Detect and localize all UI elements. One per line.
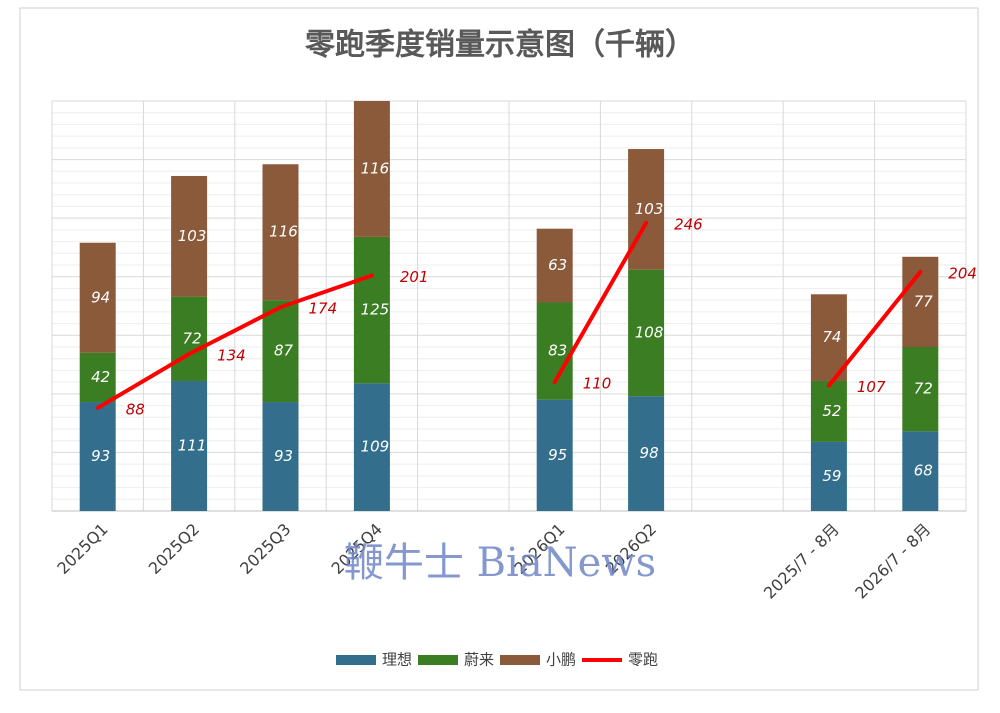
value-label: 59 — [822, 467, 841, 485]
legend-label: 小鹏 — [546, 651, 576, 669]
value-label: 109 — [361, 438, 390, 456]
value-label: 93 — [91, 447, 110, 465]
bar — [171, 380, 208, 511]
value-label: 116 — [269, 223, 298, 241]
value-label: 72 — [183, 329, 202, 347]
value-label: 87 — [274, 342, 294, 360]
bar — [902, 431, 939, 511]
bar — [79, 352, 116, 403]
bar — [79, 242, 116, 353]
bar — [262, 300, 299, 403]
value-label: 42 — [91, 368, 110, 386]
bar — [902, 347, 939, 432]
value-label: 52 — [822, 402, 841, 420]
value-label: 83 — [548, 342, 567, 360]
legend-swatch — [418, 655, 458, 665]
bar — [171, 296, 208, 381]
bar — [171, 175, 208, 297]
bar — [353, 236, 390, 384]
value-label: 111 — [178, 436, 207, 454]
value-label: 77 — [914, 292, 934, 310]
value-label: 108 — [635, 323, 664, 341]
bar — [628, 269, 665, 397]
value-label: 72 — [914, 380, 933, 398]
legend-swatch — [500, 655, 540, 665]
line-label: 107 — [857, 378, 886, 396]
line-label: 110 — [583, 375, 612, 393]
bar — [810, 380, 847, 442]
bar — [353, 383, 390, 511]
line-label: 134 — [217, 347, 246, 365]
value-label: 116 — [361, 159, 390, 177]
bar — [810, 294, 847, 381]
value-label: 103 — [635, 200, 664, 218]
legend-label: 理想 — [382, 651, 412, 669]
value-label: 95 — [548, 446, 567, 464]
line-label: 246 — [674, 215, 703, 233]
value-label: 93 — [274, 447, 293, 465]
line-label: 204 — [948, 265, 977, 283]
bar — [628, 396, 665, 511]
value-label: 98 — [640, 444, 659, 462]
bar — [628, 149, 665, 270]
value-label: 103 — [178, 227, 207, 245]
line-label: 88 — [126, 400, 145, 418]
watermark: 鞭牛士 BiaNews — [344, 540, 656, 586]
value-label: 125 — [361, 301, 390, 319]
bar — [536, 399, 573, 511]
line — [95, 220, 923, 410]
value-label: 94 — [91, 288, 110, 306]
bar — [262, 402, 299, 511]
line-label: 201 — [400, 268, 429, 286]
chart-title: 零跑季度销量示意图（千辆） — [305, 28, 695, 63]
legend-label: 蔚来 — [464, 651, 494, 669]
legend-swatch — [336, 655, 376, 665]
bar — [262, 164, 299, 301]
bar — [536, 228, 573, 303]
bar — [810, 441, 847, 511]
bar — [353, 101, 390, 237]
legend-label: 零跑 — [628, 651, 658, 669]
line-label: 174 — [309, 300, 338, 318]
value-label: 74 — [822, 328, 841, 346]
bar — [79, 402, 116, 511]
value-label: 68 — [914, 462, 933, 480]
value-label: 63 — [548, 256, 567, 274]
